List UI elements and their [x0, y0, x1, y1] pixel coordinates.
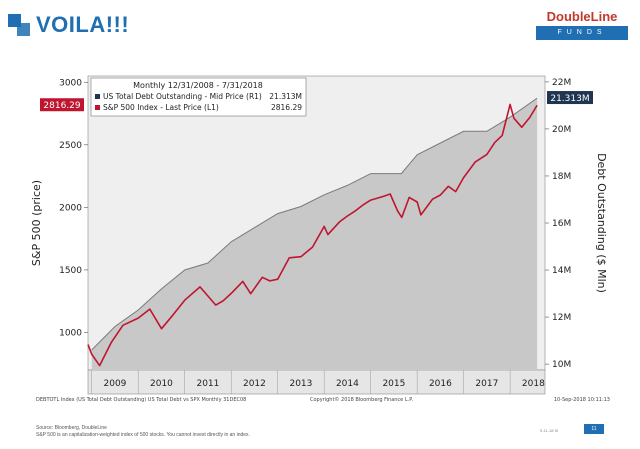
y-left-tick-label: 1000: [59, 328, 82, 338]
y-right-tick-label: 16M: [552, 219, 571, 229]
x-tick-label: 2009: [104, 379, 127, 389]
debt-last-badge: [547, 91, 593, 105]
y-left-tick-label: 2000: [59, 203, 82, 213]
debt-last-value: 21.313M: [550, 94, 589, 104]
y-left-tick-label: 3000: [59, 78, 82, 88]
x-tick-label: 2011: [196, 379, 219, 389]
x-tick-label: 2017: [475, 379, 498, 389]
x-tick-label: 2018: [522, 379, 545, 389]
y-right-tick-label: 18M: [552, 172, 571, 182]
debt-area: [91, 98, 538, 370]
x-tick-label: 2015: [382, 379, 405, 389]
bloomberg-timestamp: 10-Sep-2018 10:11:13: [554, 397, 610, 403]
legend-swatch: [95, 94, 100, 99]
y-right-tick-label: 14M: [552, 266, 571, 276]
page-number: 11: [584, 424, 604, 434]
y-right-tick-label: 10M: [552, 360, 571, 370]
bloomberg-footer-left: DEBTOTL Index (US Total Debt Outstanding…: [36, 397, 246, 403]
x-tick-label: 2016: [429, 379, 452, 389]
chart-container: 1000 1500 2000 2500 3000 10M 12M 14M 16M 18M 20M 22…: [0, 70, 640, 405]
legend-swatch: [95, 105, 100, 110]
legend-value: 21.313M: [269, 92, 302, 101]
x-axis-band: [87, 369, 546, 395]
footer-code: 9-11-18 SI: [540, 428, 559, 433]
y-right-axis-title: Debt Outstanding ($ Mln): [595, 153, 608, 293]
x-tick-label: 2010: [150, 379, 173, 389]
source-line: Source: Bloomberg, DoubleLine: [36, 425, 107, 431]
doubleline-logo: DoubleLine FUNDS: [536, 8, 628, 42]
source-note: Source: Bloomberg, DoubleLine S&P 500 is…: [36, 425, 250, 439]
sp500-last-value: 2816.29: [43, 101, 80, 111]
slide-title: VOILA!!!: [36, 12, 130, 37]
x-tick-label: 2012: [243, 379, 266, 389]
y-left-tick-label: 1500: [59, 266, 82, 276]
legend-header: Monthly 12/31/2008 - 7/31/2018: [133, 81, 263, 90]
bloomberg-copyright: Copyright© 2018 Bloomberg Finance L.P.: [310, 396, 413, 403]
legend-value: 2816.29: [271, 103, 302, 112]
slide-marker-icon: [8, 14, 30, 36]
y-right-tick-label: 20M: [552, 125, 571, 135]
sp500-last-badge: [40, 98, 84, 112]
legend-label: S&P 500 Index - Last Price (L1): [103, 103, 219, 112]
x-tick-label: 2013: [289, 379, 312, 389]
logo-subtitle: FUNDS: [536, 26, 628, 40]
debt-vs-sp500-chart: 1000 1500 2000 2500 3000 10M 12M 14M 16M 18M 20M 22…: [30, 75, 610, 403]
y-right-tick-label: 12M: [552, 313, 571, 323]
y-left-axis-title: S&P 500 (price): [30, 180, 43, 266]
debt-series-line: [91, 97, 538, 351]
legend-box: [90, 77, 307, 117]
disclaimer-line: S&P 500 is an capitalization-weighted in…: [36, 432, 250, 438]
y-right-tick-label: 22M: [552, 78, 571, 88]
y-left-tick-label: 2500: [59, 141, 82, 151]
legend-label: US Total Debt Outstanding - Mid Price (R…: [103, 92, 262, 101]
sp500-series-line: [87, 103, 538, 367]
logo-wordmark: DoubleLine: [546, 9, 618, 24]
x-tick-label: 2014: [336, 379, 359, 389]
